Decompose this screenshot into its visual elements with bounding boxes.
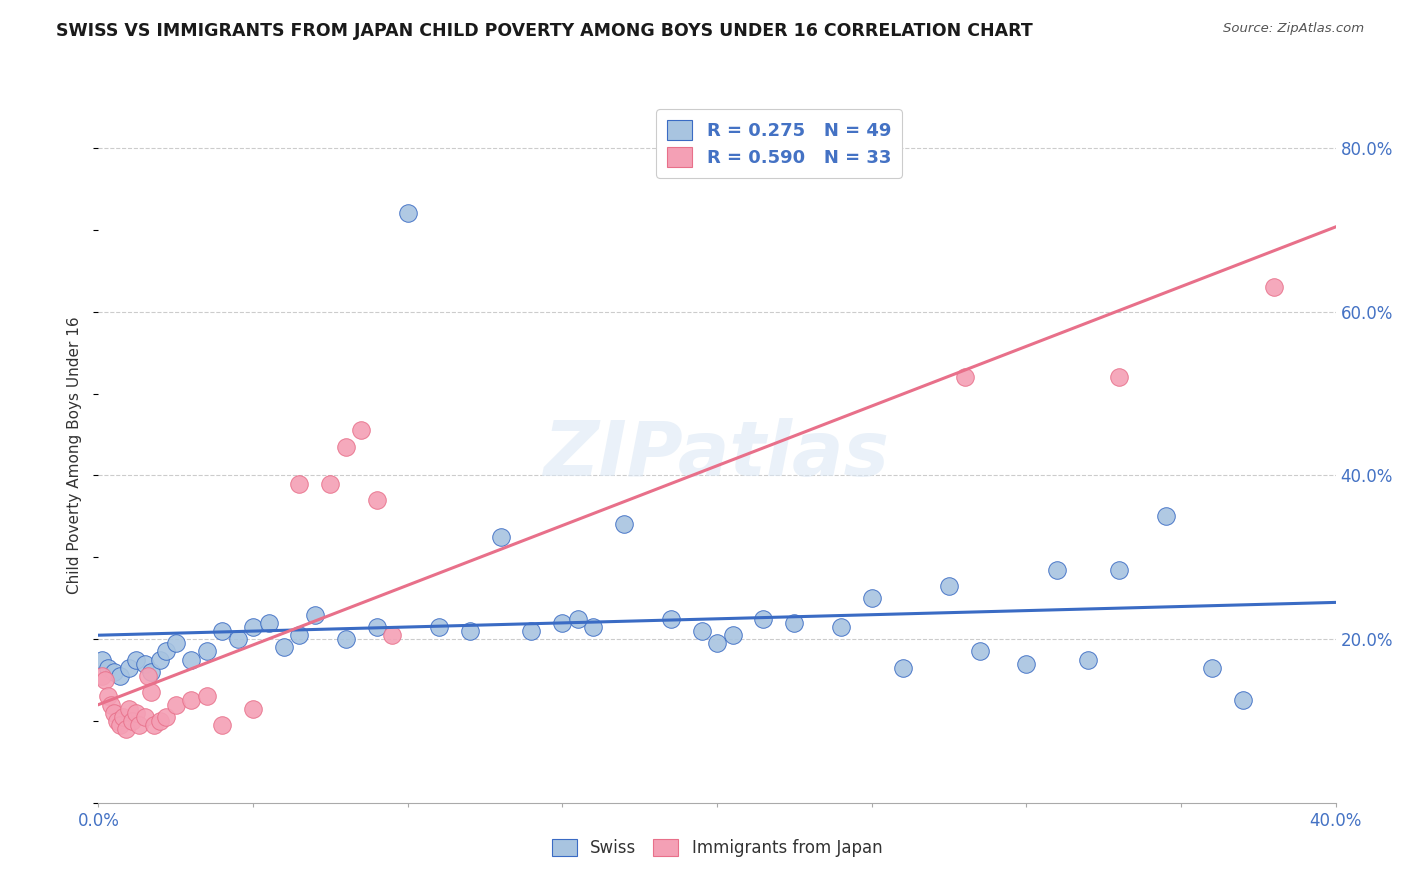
Point [195, 644, 218, 658]
Point [103, 665, 125, 679]
Point [90, 652, 112, 666]
Point [613, 517, 636, 532]
Point [752, 612, 775, 626]
Point [118, 701, 141, 715]
Point [288, 476, 311, 491]
Point [139, 685, 162, 699]
Point [830, 620, 852, 634]
Point [226, 632, 249, 646]
Point [112, 710, 135, 724]
Point [1108, 370, 1130, 384]
Point [969, 644, 991, 658]
Point [242, 701, 264, 715]
Point [551, 615, 574, 630]
Point [891, 661, 914, 675]
Point [350, 423, 373, 437]
Point [136, 669, 159, 683]
Point [860, 591, 883, 606]
Point [211, 624, 233, 638]
Point [690, 624, 713, 638]
Point [242, 620, 264, 634]
Point [335, 632, 357, 646]
Point [335, 440, 357, 454]
Point [180, 652, 202, 666]
Point [396, 206, 419, 220]
Point [520, 624, 543, 638]
Point [211, 718, 233, 732]
Point [149, 714, 172, 728]
Point [567, 612, 589, 626]
Point [118, 661, 141, 675]
Text: SWISS VS IMMIGRANTS FROM JAPAN CHILD POVERTY AMONG BOYS UNDER 16 CORRELATION CHA: SWISS VS IMMIGRANTS FROM JAPAN CHILD POV… [56, 22, 1033, 40]
Point [115, 722, 138, 736]
Point [100, 698, 122, 712]
Point [366, 620, 388, 634]
Point [108, 669, 131, 683]
Point [143, 718, 166, 732]
Point [1232, 693, 1254, 707]
Point [93, 673, 115, 687]
Point [458, 624, 481, 638]
Legend: Swiss, Immigrants from Japan: Swiss, Immigrants from Japan [546, 832, 889, 864]
Point [105, 714, 128, 728]
Point [706, 636, 728, 650]
Point [134, 710, 156, 724]
Point [108, 718, 131, 732]
Point [195, 690, 218, 704]
Point [124, 706, 146, 720]
Point [273, 640, 295, 655]
Point [381, 628, 404, 642]
Point [165, 636, 187, 650]
Point [1015, 657, 1038, 671]
Point [1046, 562, 1069, 576]
Point [1154, 509, 1177, 524]
Point [288, 628, 311, 642]
Text: ZIPatlas: ZIPatlas [544, 418, 890, 491]
Point [1201, 661, 1223, 675]
Point [938, 579, 960, 593]
Point [155, 644, 177, 658]
Point [128, 718, 150, 732]
Point [90, 669, 112, 683]
Point [149, 652, 172, 666]
Point [155, 710, 177, 724]
Point [489, 530, 512, 544]
Point [103, 706, 125, 720]
Point [1077, 652, 1099, 666]
Point [659, 612, 682, 626]
Point [366, 492, 388, 507]
Point [97, 690, 120, 704]
Point [304, 607, 326, 622]
Point [721, 628, 744, 642]
Y-axis label: Child Poverty Among Boys Under 16: Child Poverty Among Boys Under 16 [67, 316, 83, 594]
Point [134, 657, 156, 671]
Text: Source: ZipAtlas.com: Source: ZipAtlas.com [1223, 22, 1364, 36]
Point [257, 615, 280, 630]
Point [139, 665, 162, 679]
Point [319, 476, 342, 491]
Point [427, 620, 450, 634]
Point [121, 714, 143, 728]
Point [953, 370, 976, 384]
Point [165, 698, 187, 712]
Point [783, 615, 806, 630]
Point [1108, 562, 1130, 576]
Point [582, 620, 605, 634]
Point [180, 693, 202, 707]
Point [124, 652, 146, 666]
Point [97, 661, 120, 675]
Point [1263, 280, 1285, 294]
